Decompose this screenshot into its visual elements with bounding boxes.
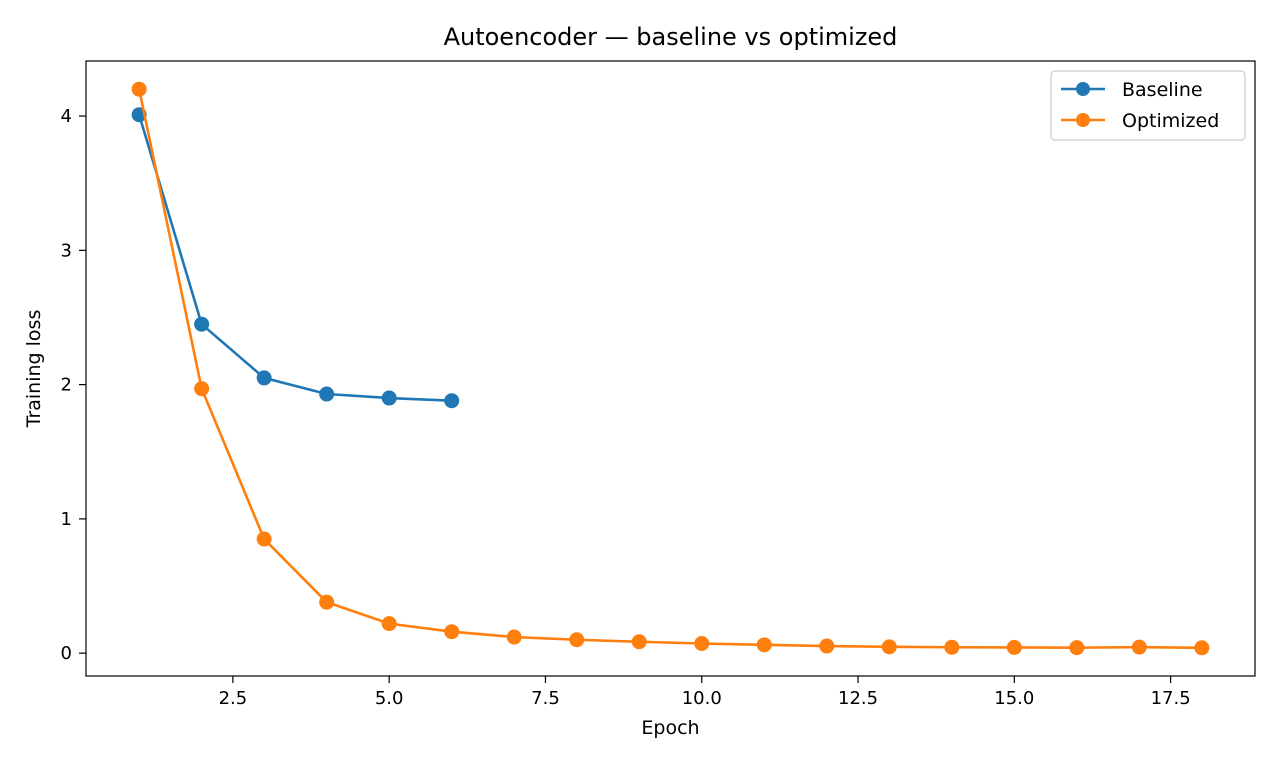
baseline-data-point	[444, 393, 460, 409]
optimized-data-point	[756, 637, 772, 653]
y-tick-label: 3	[61, 240, 72, 261]
optimized-data-point	[569, 632, 585, 648]
y-tick-label: 2	[61, 375, 72, 396]
baseline-series-line	[137, 113, 454, 403]
optimized-data-point	[1194, 640, 1210, 656]
y-tick-label: 0	[61, 643, 72, 664]
y-axis-label: Training loss	[23, 310, 45, 429]
x-tick-label: 12.5	[838, 688, 878, 709]
optimized-data-point	[506, 629, 522, 645]
baseline-data-point	[319, 386, 335, 402]
optimized-data-point	[319, 594, 335, 610]
optimized-data-point	[881, 639, 897, 655]
plot-frame	[85, 60, 1256, 677]
x-tick-label: 15.0	[994, 688, 1034, 709]
optimized-data-point	[256, 531, 272, 547]
baseline-data-point	[381, 390, 397, 406]
x-tick-label: 7.5	[531, 688, 560, 709]
optimized-data-point	[1006, 639, 1022, 655]
optimized-data-point	[944, 639, 960, 655]
series-layer	[131, 81, 1210, 656]
baseline-legend-marker	[1076, 82, 1090, 96]
x-tick-label: 17.5	[1151, 688, 1191, 709]
optimized-data-point	[1069, 640, 1085, 656]
optimized-data-point	[631, 634, 647, 650]
optimized-series-line	[137, 87, 1204, 650]
optimized-legend-label: Optimized	[1122, 110, 1219, 132]
x-tick-label: 2.5	[219, 688, 248, 709]
optimized-data-point	[444, 624, 460, 640]
legend: Baseline Optimized	[1050, 70, 1246, 141]
x-axis: 2.5 5.0 7.5 10.0 12.5 15.0 17.5	[219, 676, 1191, 709]
optimized-data-point	[1131, 639, 1147, 655]
optimized-data-point	[194, 381, 210, 397]
chart-title: Autoencoder — baseline vs optimized	[444, 23, 898, 51]
optimized-data-point	[131, 81, 147, 97]
x-axis-label: Epoch	[641, 717, 699, 739]
baseline-legend-label: Baseline	[1122, 79, 1203, 101]
optimized-data-point	[819, 638, 835, 654]
optimized-data-point	[381, 616, 397, 632]
x-tick-label: 10.0	[682, 688, 722, 709]
y-tick-label: 1	[61, 509, 72, 530]
x-tick-label: 5.0	[375, 688, 404, 709]
baseline-data-point	[194, 316, 210, 332]
y-axis: 0 1 2 3 4	[61, 106, 86, 664]
optimized-data-point	[694, 636, 710, 652]
y-tick-label: 4	[61, 106, 72, 127]
optimized-legend-marker	[1076, 113, 1090, 127]
baseline-data-point	[256, 370, 272, 386]
plot-area	[86, 61, 1255, 676]
